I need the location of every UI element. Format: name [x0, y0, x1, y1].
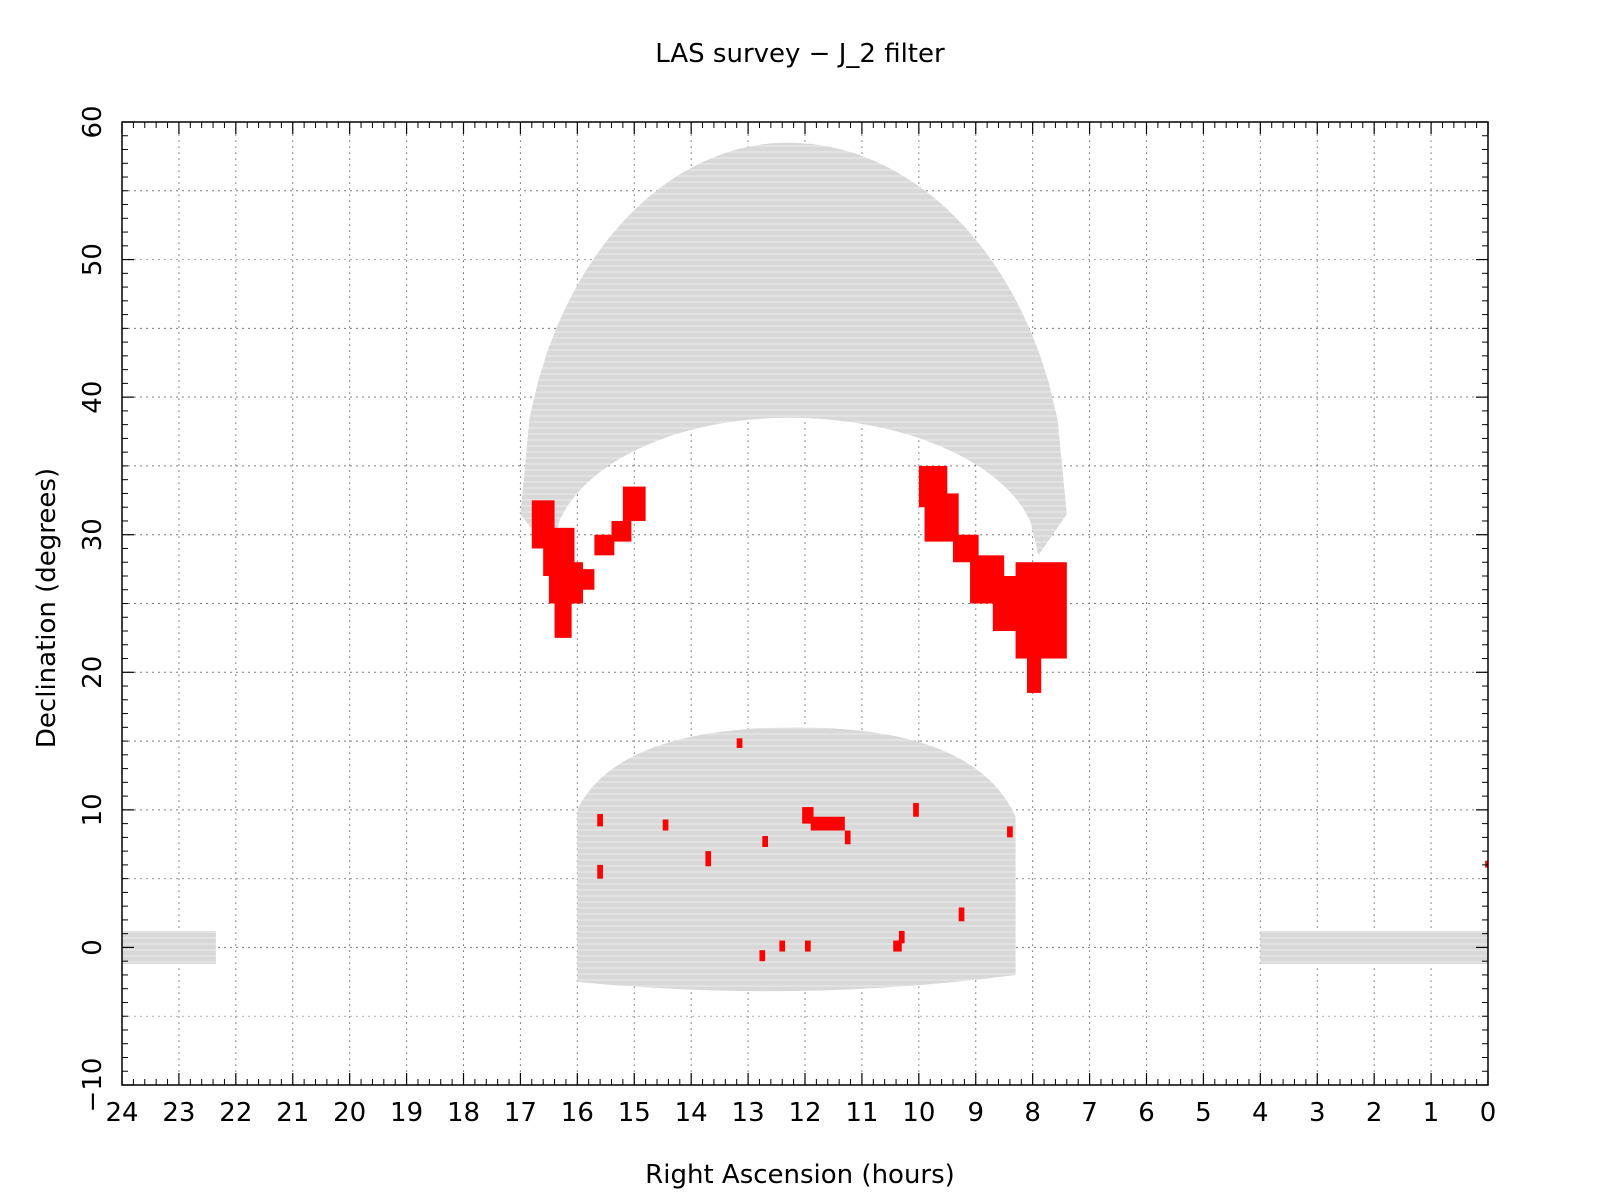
observed-patch	[958, 907, 965, 922]
x-tick-label: 24	[105, 1098, 138, 1128]
observed-patch	[913, 802, 919, 817]
x-tick-label: 10	[902, 1098, 935, 1128]
observed-patch	[1026, 644, 1042, 693]
x-axis-label: Right Ascension (hours)	[645, 1160, 955, 1190]
observed-coverage	[531, 465, 1488, 962]
planned-strip-region	[122, 930, 216, 964]
observed-patch	[759, 950, 766, 962]
observed-patch	[844, 830, 851, 845]
observed-patch	[622, 486, 646, 521]
x-tick-label: 22	[219, 1098, 252, 1128]
planned-equatorial-region	[577, 727, 1016, 992]
observed-patch	[662, 819, 669, 831]
y-axis-label: Declination (degrees)	[32, 468, 62, 748]
x-tick-label: 18	[447, 1098, 480, 1128]
planned-strip-region	[1260, 930, 1488, 964]
observed-patch	[705, 851, 712, 867]
observed-patch	[805, 940, 811, 952]
x-tick-label: 20	[333, 1098, 366, 1128]
observed-patch	[762, 835, 769, 848]
observed-patch	[1485, 860, 1488, 868]
observed-patch	[898, 930, 905, 944]
observed-patch	[924, 493, 959, 542]
chart-title: LAS survey − J_2 filter	[655, 39, 945, 69]
planned-coverage	[122, 121, 1488, 1083]
y-tick-label: 10	[78, 793, 108, 826]
x-tick-label: 14	[675, 1098, 708, 1128]
x-tick-label: 9	[967, 1098, 984, 1128]
x-tick-label: 1	[1423, 1098, 1440, 1128]
x-tick-label: 3	[1309, 1098, 1326, 1128]
y-tick-labels: −10 0 10 20 30 40 50 60	[78, 105, 108, 1112]
x-tick-label: 0	[1480, 1098, 1497, 1128]
plot-frame	[121, 121, 1489, 1086]
x-tick-label: 16	[561, 1098, 594, 1128]
y-tick-label: −10	[78, 1058, 108, 1113]
x-tick-label: 17	[504, 1098, 537, 1128]
y-tick-label: 20	[78, 656, 108, 689]
planned-arc-region	[520, 142, 1067, 556]
observed-patch	[611, 520, 632, 542]
x-tick-label: 21	[276, 1098, 309, 1128]
y-tick-label: 40	[78, 381, 108, 414]
x-tick-label: 13	[732, 1098, 765, 1128]
observed-patch	[1015, 562, 1067, 659]
observed-patch	[779, 940, 786, 952]
observed-patch	[893, 940, 902, 952]
x-tick-label: 12	[788, 1098, 821, 1128]
x-tick-label: 4	[1252, 1098, 1269, 1128]
x-tick-label: 11	[845, 1098, 878, 1128]
x-tick-labels: 24 23 22 21 20 19 18 17 16 15 14 13 12 11 10 9 8 7 6 5 4 3 2 1 0	[105, 1098, 1496, 1128]
y-tick-label: 60	[78, 105, 108, 138]
x-tick-label: 19	[390, 1098, 423, 1128]
observed-patch	[554, 589, 572, 638]
x-tick-label: 15	[618, 1098, 651, 1128]
x-tick-label: 8	[1024, 1098, 1041, 1128]
observed-patch	[597, 813, 603, 827]
x-tick-label: 7	[1081, 1098, 1098, 1128]
observed-patch	[736, 738, 743, 748]
observed-patch	[802, 807, 814, 824]
x-tick-label: 5	[1195, 1098, 1212, 1128]
x-tick-label: 2	[1366, 1098, 1383, 1128]
axis-ticks	[121, 121, 1489, 1086]
observed-patch	[1007, 826, 1013, 838]
x-tick-label: 23	[162, 1098, 195, 1128]
observed-patch	[810, 816, 845, 831]
observed-patch	[577, 569, 595, 590]
y-tick-label: 30	[78, 518, 108, 551]
observed-patch	[594, 534, 615, 556]
x-tick-label: 6	[1138, 1098, 1155, 1128]
observed-patch	[597, 864, 603, 879]
y-tick-label: 0	[78, 939, 108, 956]
y-tick-label: 50	[78, 243, 108, 276]
